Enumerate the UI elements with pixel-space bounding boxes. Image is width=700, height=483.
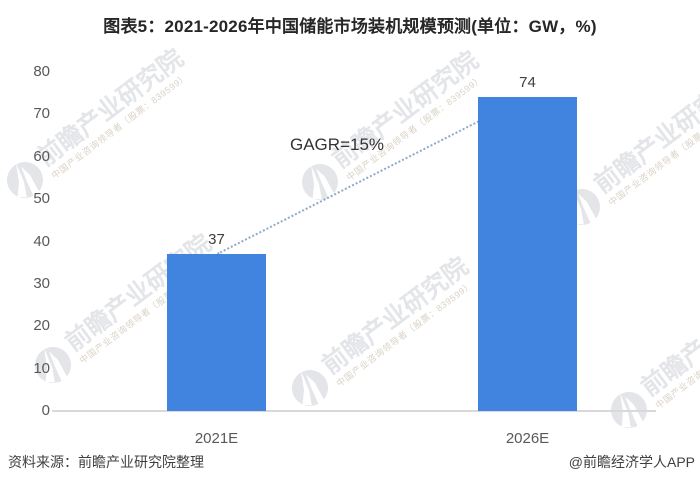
y-tick-label: 30: [33, 275, 50, 292]
x-tick-label: 2021E: [194, 430, 239, 447]
y-tick-label: 70: [33, 105, 50, 122]
y-tick-label: 40: [33, 233, 50, 250]
source-note: 资料来源：前瞻产业研究院整理: [8, 454, 204, 470]
watermark-tagline-text: 中国产业咨询领导者（股票：839599）: [653, 301, 700, 411]
y-tick-label: 10: [33, 360, 50, 377]
watermark-tagline-text: 中国产业咨询领导者（股票：839599）: [49, 71, 190, 181]
watermark: 前瞻产业研究院 中国产业咨询领导者（股票：839599）: [602, 273, 700, 437]
watermark-tagline-text: 中国产业咨询领导者（股票：839599）: [334, 279, 475, 389]
bar-2021e: [167, 254, 266, 411]
y-tick-label: 50: [33, 190, 50, 207]
watermark-brand-text: 前瞻产业研究院: [588, 70, 700, 199]
bar-value-label: 37: [208, 231, 225, 248]
chart-title: 图表5：2021-2026年中国储能市场装机规模预测(单位：GW，%): [103, 17, 597, 36]
watermark-text-block: 前瞻产业研究院 中国产业咨询领导者（股票：839599）: [588, 70, 700, 208]
x-axis-line: [52, 410, 656, 412]
cagr-annotation: GAGR=15%: [290, 135, 385, 154]
y-tick-label: 0: [41, 402, 50, 419]
watermark-text-block: 前瞻产业研究院 中国产业咨询领导者（股票：839599）: [31, 43, 195, 181]
watermark-text-block: 前瞻产业研究院 中国产业咨询领导者（股票：839599）: [316, 251, 480, 389]
y-tick-label: 60: [33, 148, 50, 165]
watermark-tagline-text: 中国产业咨询领导者（股票：839599）: [606, 98, 700, 208]
qianzhan-logo-icon: [292, 370, 328, 406]
watermark-brand-text: 前瞻产业研究院: [31, 43, 189, 172]
watermark-brand-text: 前瞻产业研究院: [316, 251, 474, 380]
watermark-text-block: 前瞻产业研究院 中国产业咨询领导者（股票：839599）: [635, 273, 700, 411]
app-credit: @前瞻经济学人APP: [568, 454, 695, 470]
watermark-text-block: 前瞻产业研究院 中国产业咨询领导者（股票：839599）: [327, 46, 490, 182]
bar-2026e: [478, 97, 577, 411]
y-tick-label: 80: [33, 63, 50, 80]
x-tick-label: 2026E: [505, 430, 550, 447]
watermark: 前瞻产业研究院 中国产业咨询领导者（股票：839599）: [555, 70, 700, 234]
y-tick-label: 20: [33, 317, 50, 334]
bar-value-label: 74: [519, 74, 536, 91]
watermark-brand-text: 前瞻产业研究院: [635, 273, 700, 402]
watermark: 前瞻产业研究院 中国产业咨询领导者（股票：839599）: [283, 251, 480, 415]
